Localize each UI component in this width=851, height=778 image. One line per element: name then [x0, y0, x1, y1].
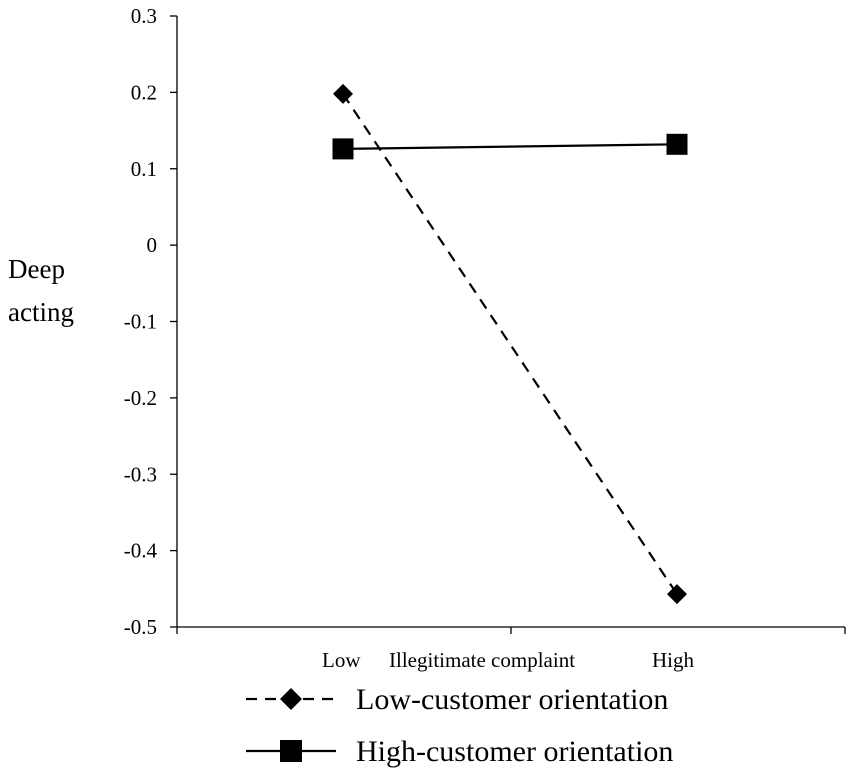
- y-tick-label: 0.3: [131, 4, 157, 28]
- y-tick-label: 0.1: [131, 157, 157, 181]
- x-axis-title: Illegitimate complaint: [389, 648, 575, 672]
- y-tick-label: -0.1: [124, 310, 157, 334]
- data-point-diamond-high: [667, 584, 687, 605]
- y-axis-title-line-2: acting: [8, 297, 74, 327]
- data-point-diamond-low: [333, 83, 353, 104]
- x-tick-label-low: Low: [322, 648, 361, 672]
- y-tick-label: -0.5: [124, 615, 157, 639]
- series-line-low-customer: [342, 93, 678, 595]
- legend-marker-diamond: [280, 688, 302, 710]
- series-layer: [332, 83, 688, 605]
- axes: [176, 16, 846, 634]
- y-tick-label: 0.2: [131, 80, 157, 104]
- series-line-high-customer: [342, 143, 678, 150]
- legend-marker-square: [280, 740, 302, 762]
- legend: Low-customer orientation High-customer o…: [246, 683, 673, 768]
- y-tick-label: -0.4: [124, 539, 158, 563]
- x-tick-label-high: High: [652, 648, 695, 672]
- data-point-square-high: [666, 133, 688, 155]
- y-axis-ticks: 0.3 0.2 0.1 0 -0.1 -0.2 -0.3 -0.4 -0.5: [124, 4, 177, 639]
- y-axis-title-line-1: Deep: [8, 254, 65, 284]
- data-point-square-low: [332, 138, 354, 160]
- y-tick-label: -0.3: [124, 462, 157, 486]
- y-tick-label: -0.2: [124, 386, 157, 410]
- legend-label-low-customer: Low-customer orientation: [356, 683, 668, 716]
- legend-label-high-customer: High-customer orientation: [356, 735, 673, 768]
- y-tick-label: 0: [147, 233, 158, 257]
